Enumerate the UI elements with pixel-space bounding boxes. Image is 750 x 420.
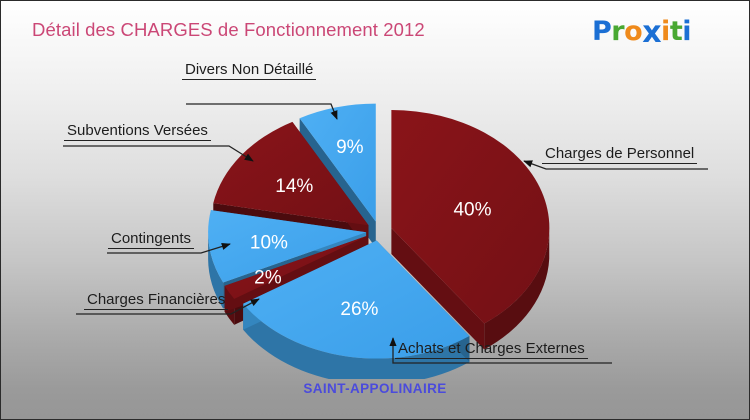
callout-label-divers-non-detaille: Divers Non Détaillé [182, 61, 317, 80]
logo-letter-t: t [669, 16, 683, 47]
page-title: Détail des CHARGES de Fonctionnement 201… [32, 19, 425, 40]
logo-letter-r: r [611, 16, 625, 47]
callout-charges-financieres[interactable]: Charges Financières [84, 291, 229, 310]
callout-divers-non-detaille[interactable]: Divers Non Détaillé [182, 61, 317, 80]
pie-slice-value-label: 9% [336, 137, 364, 158]
logo-letter-i2: i [682, 16, 691, 47]
logo-letter-o: o [624, 16, 643, 47]
proxiti-logo[interactable]: Proxiti [592, 13, 691, 50]
pie-slice-achats-et-charges-externes[interactable] [243, 240, 470, 359]
callout-label-charges-financieres: Charges Financières [84, 291, 229, 310]
pie-slice-contingents[interactable] [208, 210, 367, 283]
pie-slice-side [484, 232, 550, 350]
pie-slice-side [208, 233, 224, 309]
pie-chart: 40% 26% 2% 10% 14% 9% [201, 79, 571, 379]
logo-letter-p: P [592, 16, 612, 47]
pie-slice-cut-face [391, 227, 485, 350]
pie-slice-value-label: 40% [453, 199, 491, 220]
pie-slice-labels: 40% 26% 2% 10% 14% 9% [250, 137, 492, 320]
pie-slice-cut-face [224, 235, 368, 312]
pie-slice-value-label: 26% [340, 299, 378, 320]
pie-slice-divers-non-d-taill[interactable] [299, 103, 376, 222]
pie-slice-charges-financi-res[interactable] [224, 235, 368, 299]
callout-subventions-versees[interactable]: Subventions Versées [64, 122, 211, 141]
pie-slice-charges-de-personnel[interactable] [391, 109, 550, 324]
logo-letter-x: x [642, 15, 662, 50]
callout-charges-de-personnel[interactable]: Charges de Personnel [542, 145, 698, 164]
logo-letter-i1: i [661, 16, 670, 47]
callout-label-subventions-versees: Subventions Versées [64, 122, 211, 141]
pie-slice-value-label: 10% [250, 232, 288, 253]
pie-slice-value-label: 2% [254, 268, 282, 289]
pie-chart-svg: 40% 26% 2% 10% 14% 9% [208, 103, 550, 379]
pie-slice-value-label: 14% [275, 176, 313, 197]
callout-label-contingents: Contingents [108, 230, 195, 249]
callout-label-achats-et-charges-externes: Achats et Charges Externes [395, 340, 588, 359]
callout-contingents[interactable]: Contingents [108, 230, 195, 249]
callout-label-charges-de-personnel: Charges de Personnel [542, 145, 698, 164]
callout-achats-et-charges-externes[interactable]: Achats et Charges Externes [395, 340, 588, 359]
commune-name: SAINT-APPOLINAIRE [303, 381, 447, 396]
